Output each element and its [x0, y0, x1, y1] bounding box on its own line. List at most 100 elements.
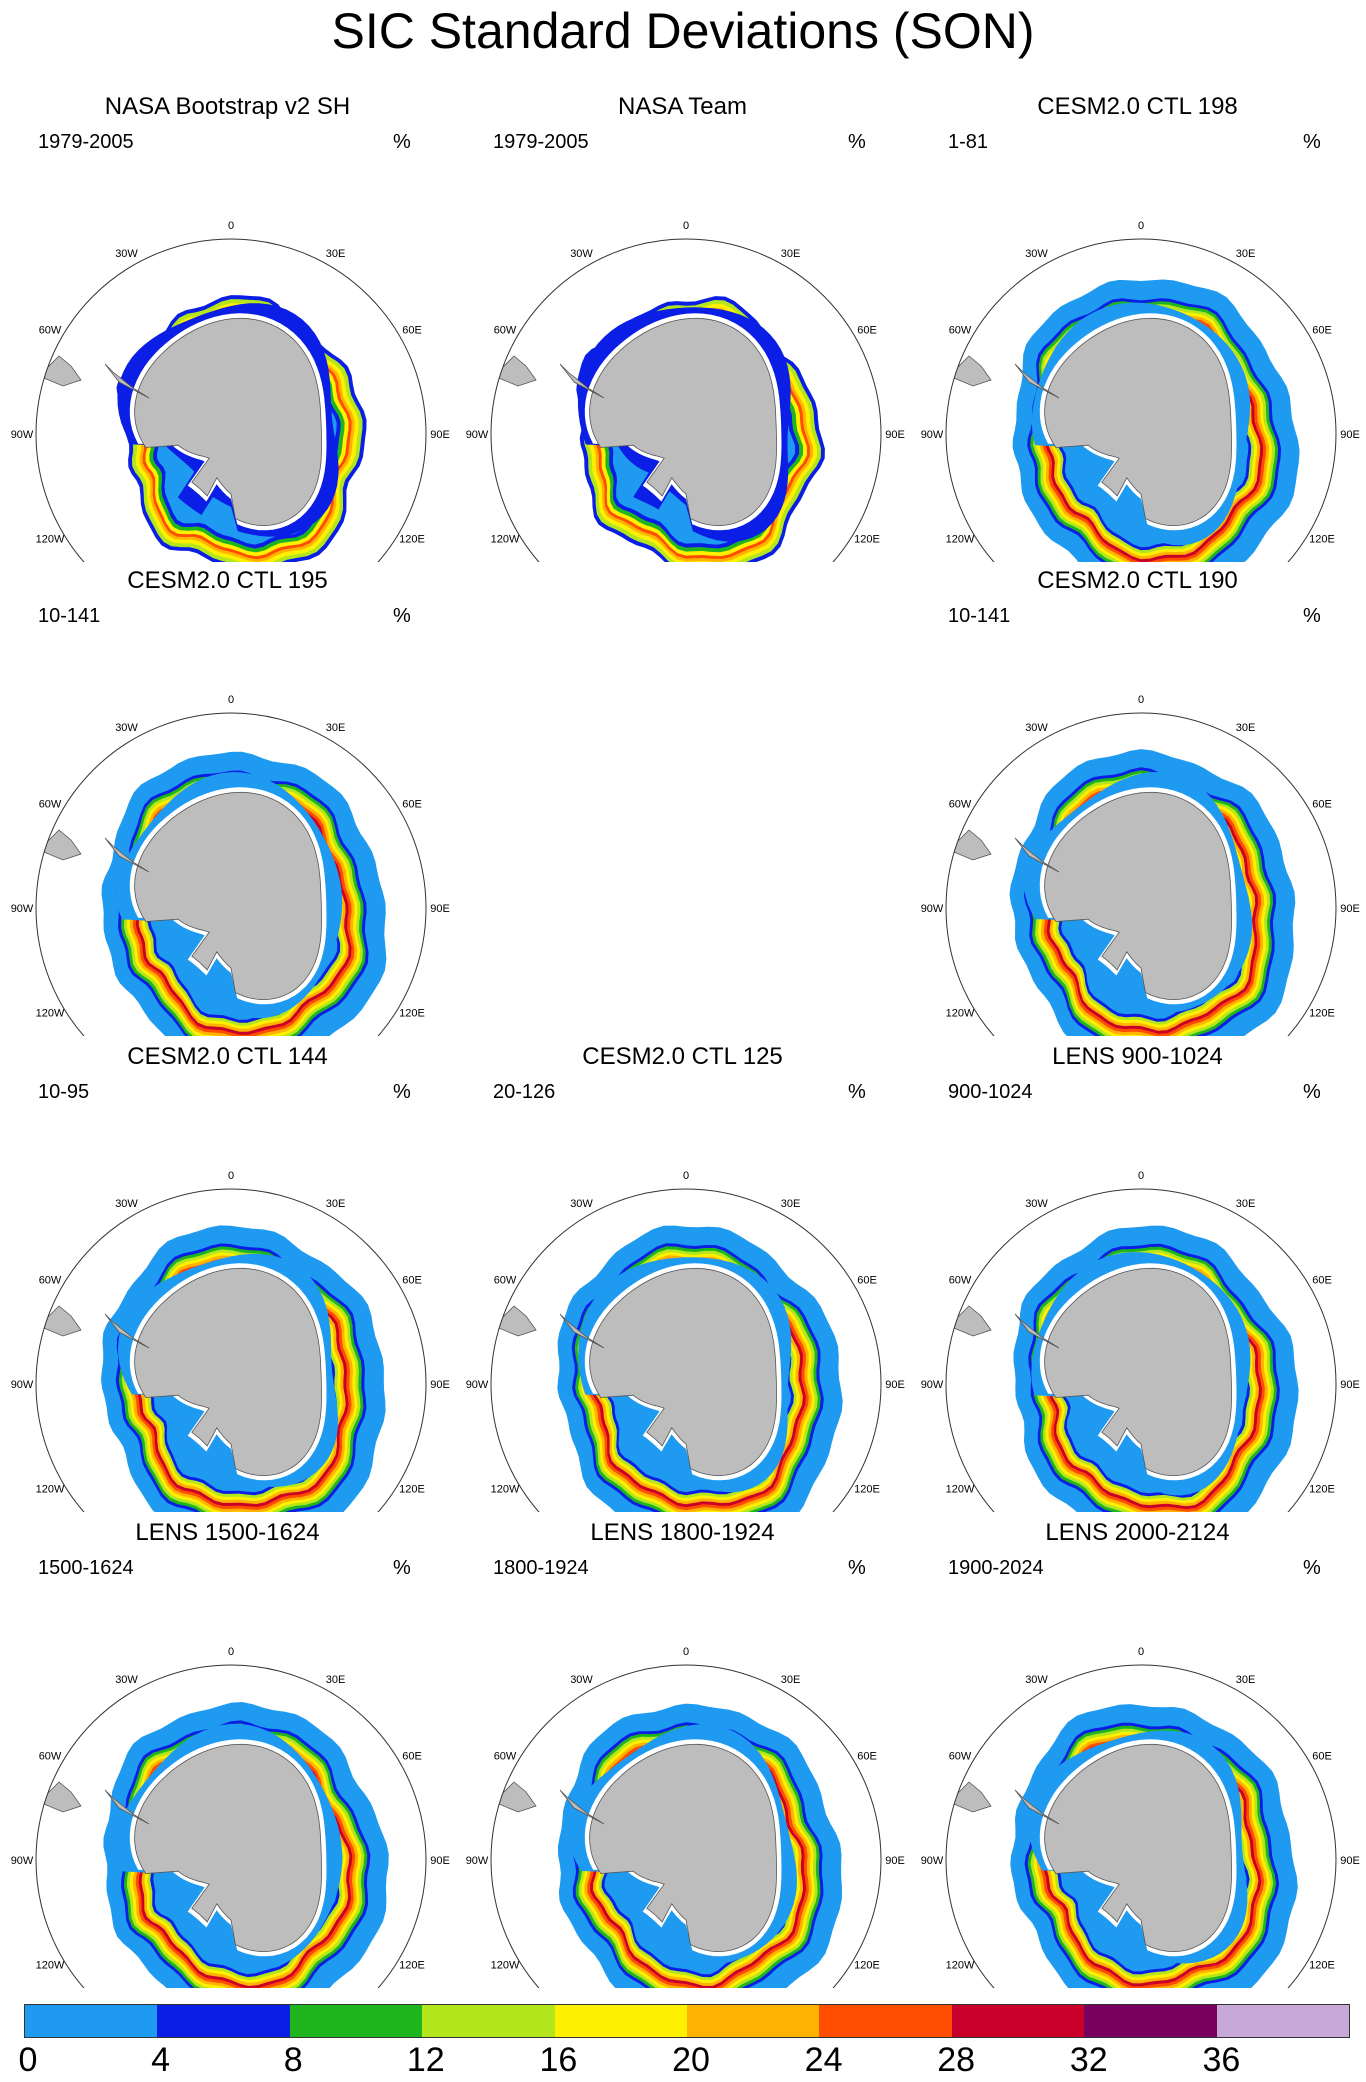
panel-unit-label: % — [393, 605, 411, 627]
longitude-label: 90E — [1340, 1855, 1360, 1867]
panel-period-label: 10-141 — [38, 605, 101, 627]
map-panel: NASA Team1979-2005%030E60E90E120E150E180… — [455, 92, 910, 562]
colorbar-segment — [951, 2005, 1085, 2037]
longitude-label: 60W — [39, 325, 62, 337]
map-panel: LENS 900-1024900-1024%030E60E90E120E150E… — [910, 1042, 1365, 1512]
longitude-label: 0 — [228, 1646, 234, 1658]
longitude-label: 120W — [36, 1484, 65, 1496]
longitude-label: 60W — [949, 1751, 972, 1763]
longitude-label: 30W — [1025, 1674, 1048, 1686]
map-panel: NASA Bootstrap v2 SH 1979-2005% 0 30E 60E 90E… — [0, 92, 455, 562]
panel-title: LENS 900-1024 — [1052, 1043, 1223, 1070]
longitude-label: 120E — [1309, 534, 1335, 546]
panel-period-label: 1800-1924 — [493, 1557, 589, 1579]
polar-stereographic-map: 030E60E90E120E150E180150W120W90W60W30W — [921, 1646, 1360, 1988]
polar-stereographic-map: 030E60E90E120E150E180150W120W90W60W30W — [466, 220, 905, 562]
longitude-label: 120W — [491, 1484, 520, 1496]
longitude-label: 90W — [11, 429, 34, 441]
panel-unit-label: % — [848, 131, 866, 153]
map-panel: CESM2.0 CTL 1981-81%030E60E90E120E150E18… — [910, 92, 1365, 562]
colorbar — [24, 2004, 1350, 2038]
colorbar-tick-label: 20 — [672, 2041, 710, 2079]
panel-period-label: 20-126 — [493, 1081, 556, 1103]
longitude-label: 120E — [399, 1960, 425, 1972]
longitude-label: 90W — [466, 1855, 489, 1867]
colorbar-segment — [289, 2005, 423, 2037]
map-panel: CESM2.0 CTL 14410-95%030E60E90E120E150E1… — [0, 1042, 455, 1512]
antarctica-landmass — [1044, 1743, 1232, 1952]
longitude-label: 120W — [491, 534, 520, 546]
antarctica-landmass — [134, 1267, 322, 1476]
colorbar-segment — [25, 2005, 158, 2037]
longitude-label: 60E — [1312, 799, 1332, 811]
longitude-label: 90E — [885, 1855, 905, 1867]
panel-period-label: 10-141 — [948, 605, 1011, 627]
longitude-label: 60E — [402, 1275, 422, 1287]
panel-title: NASA Bootstrap v2 SH — [104, 93, 351, 120]
polar-stereographic-map: 030E60E90E120E150E180150W120W90W60W30W — [11, 694, 450, 1036]
longitude-label: 30E — [781, 248, 801, 260]
longitude-label: 90E — [430, 429, 450, 441]
longitude-label: 0 — [683, 1646, 689, 1658]
longitude-label: 90E — [430, 1379, 450, 1391]
map-panel: LENS 1800-19241800-1924%030E60E90E120E15… — [455, 1518, 910, 1988]
panel-unit-label: % — [393, 1081, 411, 1103]
longitude-label: 60W — [949, 325, 972, 337]
map-panel: CESM2.0 CTL 19010-141%030E60E90E120E150E… — [910, 566, 1365, 1036]
polar-stereographic-map: 030E60E90E120E150E180150W120W90W60W30W — [921, 220, 1360, 562]
longitude-label: 120W — [946, 1008, 975, 1020]
panel-period-label: 1979-2005 — [38, 131, 134, 153]
panel-period-label: 900-1024 — [948, 1081, 1033, 1103]
longitude-label: 0 — [228, 694, 234, 706]
panel-title: LENS 1800-1924 — [590, 1519, 775, 1546]
longitude-label: 90W — [921, 429, 944, 441]
longitude-label: 30E — [326, 1674, 346, 1686]
longitude-label: 30E — [781, 1674, 801, 1686]
panel-period-label: 1900-2024 — [948, 1557, 1044, 1579]
longitude-label: 90W — [466, 1379, 489, 1391]
longitude-label: 0 — [1138, 1646, 1144, 1658]
antarctica-landmass — [1044, 1267, 1232, 1476]
longitude-label: 60W — [949, 1275, 972, 1287]
longitude-label: 90W — [921, 903, 944, 915]
longitude-label: 90E — [885, 1379, 905, 1391]
antarctica-landmass — [134, 317, 322, 526]
colorbar-segment — [1216, 2005, 1350, 2037]
map-panel: LENS 1500-16241500-1624%030E60E90E120E15… — [0, 1518, 455, 1988]
longitude-label: 0 — [683, 220, 689, 232]
longitude-label: 60E — [1312, 1275, 1332, 1287]
panel-title: CESM2.0 CTL 125 — [582, 1043, 783, 1070]
longitude-label: 30W — [570, 1198, 593, 1210]
panel-title: CESM2.0 CTL 144 — [127, 1043, 328, 1070]
longitude-label: 90E — [430, 903, 450, 915]
antarctica-landmass — [1044, 317, 1232, 526]
longitude-label: 30E — [1236, 248, 1256, 260]
longitude-label: 60W — [39, 1275, 62, 1287]
polar-stereographic-map: 030E60E90E120E150E180150W120W90W60W30W — [466, 1646, 905, 1988]
longitude-label: 90W — [11, 1855, 34, 1867]
panel-title: CESM2.0 CTL 190 — [1037, 567, 1238, 594]
longitude-label: 120E — [854, 534, 880, 546]
colorbar-labels: 0 4 8 12 16 20 24 28 32 36 — [0, 2040, 1366, 2082]
longitude-label: 90E — [1340, 429, 1360, 441]
longitude-label: 120E — [399, 534, 425, 546]
map-panels: NASA Bootstrap v2 SH 1979-2005% 0 30E 60E 90E… — [0, 92, 1365, 1988]
longitude-label: 30E — [781, 1198, 801, 1210]
panel-title: NASA Team — [618, 93, 747, 120]
longitude-label: 0 — [1138, 694, 1144, 706]
longitude-label: 0 — [1138, 220, 1144, 232]
colorbar-tick-label: 32 — [1069, 2041, 1108, 2079]
longitude-label: 0 — [683, 1170, 689, 1182]
colorbar-tick-label: 4 — [151, 2041, 171, 2079]
panel-period-label: 1500-1624 — [38, 1557, 134, 1579]
longitude-label: 120W — [946, 1960, 975, 1972]
longitude-label: 0 — [1138, 1170, 1144, 1182]
longitude-label: 0 — [228, 1170, 234, 1182]
polar-stereographic-map: 030E60E90E120E150E180150W120W90W60W30W — [11, 1646, 450, 1988]
panel-title: CESM2.0 CTL 195 — [127, 567, 328, 594]
longitude-label: 90E — [1340, 1379, 1360, 1391]
longitude-label: 90W — [921, 1855, 944, 1867]
polar-stereographic-map: 030E60E90E120E150E180150W120W90W60W30W — [921, 694, 1360, 1036]
longitude-label: 30W — [1025, 248, 1048, 260]
longitude-label: 90W — [11, 1379, 34, 1391]
